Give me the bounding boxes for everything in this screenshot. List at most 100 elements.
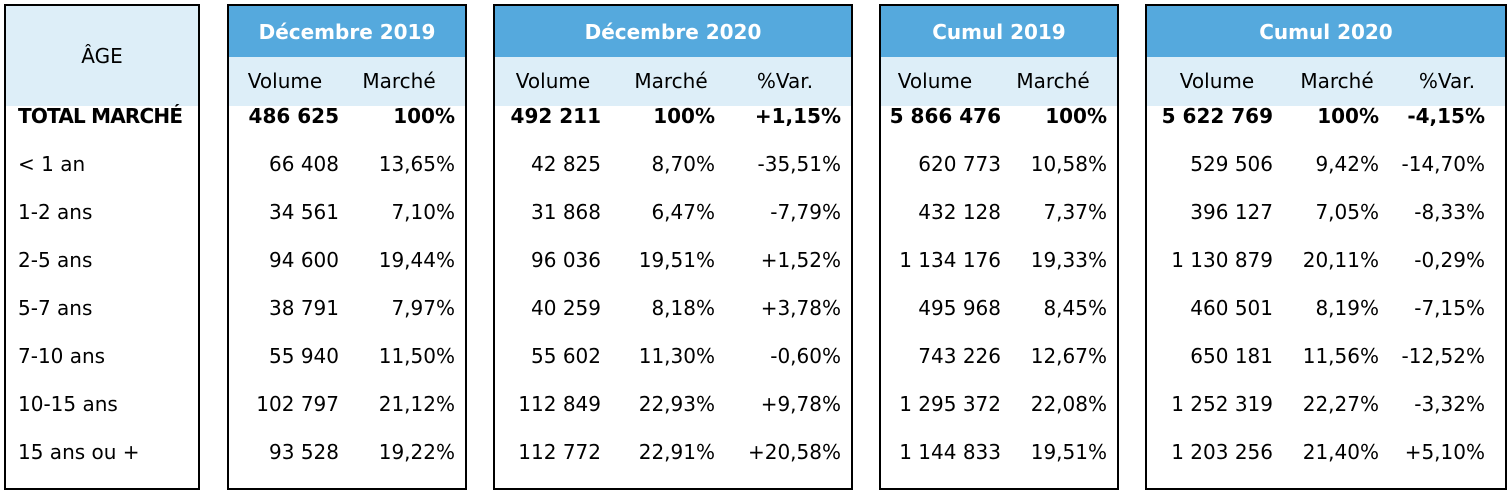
row-label: 10-15 ans [18,392,118,416]
column-header-volume: Volume [897,69,973,93]
column-header-marche: Marché [362,69,436,93]
cell-volume: 432 128 [918,200,1001,224]
panel-cumul-2020: Cumul 2020 Volume 5 622 769 529 506 396 127… [1145,4,1507,490]
row-label: < 1 an [18,152,86,176]
cell-var: -0,29% [1414,248,1485,272]
cell-volume: 1 144 833 [899,440,1001,464]
cell-marche: 100% [393,104,455,128]
row-label: 7-10 ans [18,344,106,368]
cell-marche: 19,51% [638,248,715,272]
column-header-volume: Volume [1179,69,1255,93]
cell-var: -12,52% [1401,344,1485,368]
cell-volume: 5 622 769 [1161,104,1273,128]
cell-marche: 20,11% [1302,248,1379,272]
cell-volume: 55 602 [531,344,601,368]
cell-volume: 650 181 [1190,344,1273,368]
cell-volume: 1 295 372 [899,392,1001,416]
cell-volume: 5 866 476 [889,104,1001,128]
cell-volume: 93 528 [269,440,339,464]
cell-marche: 8,19% [1315,296,1379,320]
cell-volume: 42 825 [531,152,601,176]
cell-marche: 8,70% [651,152,715,176]
panel-cumul-2019: Cumul 2019 Volume 5 866 476 620 773 432 128… [879,4,1119,490]
cell-marche: 11,30% [638,344,715,368]
cell-marche: 22,08% [1030,392,1107,416]
cell-var: +5,10% [1404,440,1485,464]
cell-marche: 8,18% [651,296,715,320]
cell-volume: 66 408 [269,152,339,176]
cell-var: -8,33% [1414,200,1485,224]
subheader-row [881,57,1117,106]
cell-marche: 10,58% [1030,152,1107,176]
cell-volume: 31 868 [531,200,601,224]
row-label: TOTAL MARCHÉ [18,104,183,128]
cell-marche: 19,22% [378,440,455,464]
column-header-var: %Var. [1418,69,1476,93]
cell-volume: 38 791 [269,296,339,320]
cell-var: +9,78% [760,392,841,416]
cell-marche: 19,44% [378,248,455,272]
cell-var: -35,51% [757,152,841,176]
panel-decembre-2019: Décembre 2019 Volume 486 625 66 408 34 561 9… [227,4,467,490]
cell-var: +1,52% [760,248,841,272]
cell-marche: 7,10% [391,200,455,224]
cell-volume: 1 252 319 [1171,392,1273,416]
cell-var: -3,32% [1414,392,1485,416]
cell-marche: 9,42% [1315,152,1379,176]
age-column-panel: ÂGE TOTAL MARCHÉ < 1 an 1-2 ans 2-5 ans 5-7 … [4,4,200,490]
row-label: 5-7 ans [18,296,93,320]
cell-marche: 22,27% [1302,392,1379,416]
cell-volume: 112 849 [518,392,601,416]
cell-marche: 22,91% [638,440,715,464]
column-header-volume: Volume [247,69,323,93]
cell-volume: 620 773 [918,152,1001,176]
cell-var: -7,15% [1414,296,1485,320]
cell-volume: 460 501 [1190,296,1273,320]
cell-marche: 8,45% [1043,296,1107,320]
cell-marche: 22,93% [638,392,715,416]
cell-volume: 1 130 879 [1171,248,1273,272]
panel-title: Décembre 2020 [495,6,851,57]
cell-marche: 100% [653,104,715,128]
cell-var: -7,79% [770,200,841,224]
cell-volume: 96 036 [531,248,601,272]
panel-title: Cumul 2019 [881,6,1117,57]
cell-marche: 12,67% [1030,344,1107,368]
subheader-row [1147,57,1505,106]
row-label: 2-5 ans [18,248,93,272]
column-header-volume: Volume [515,69,591,93]
panel-title: Cumul 2020 [1147,6,1505,57]
panel-title: Décembre 2019 [229,6,465,57]
cell-volume: 102 797 [256,392,339,416]
cell-marche: 100% [1045,104,1107,128]
cell-volume: 112 772 [518,440,601,464]
cell-var: +20,58% [747,440,841,464]
column-header-marche: Marché [1300,69,1374,93]
cell-marche: 19,51% [1030,440,1107,464]
cell-marche: 6,47% [651,200,715,224]
cell-marche: 7,97% [391,296,455,320]
cell-var: +3,78% [760,296,841,320]
cell-volume: 495 968 [918,296,1001,320]
row-label: 15 ans ou + [18,440,140,464]
cell-marche: 21,40% [1302,440,1379,464]
cell-volume: 743 226 [918,344,1001,368]
cell-marche: 11,50% [378,344,455,368]
cell-volume: 529 506 [1190,152,1273,176]
column-header-var: %Var. [756,69,814,93]
cell-volume: 492 211 [510,104,601,128]
cell-marche: 19,33% [1030,248,1107,272]
cell-volume: 34 561 [269,200,339,224]
cell-var: +1,15% [754,104,841,128]
cell-volume: 1 203 256 [1171,440,1273,464]
cell-marche: 7,05% [1315,200,1379,224]
cell-marche: 7,37% [1043,200,1107,224]
cell-volume: 40 259 [531,296,601,320]
cell-marche: 11,56% [1302,344,1379,368]
cell-var: -14,70% [1401,152,1485,176]
row-label: 1-2 ans [18,200,93,224]
cell-var: -0,60% [770,344,841,368]
panel-decembre-2020: Décembre 2020 Volume 492 211 42 825 31 868 9… [493,4,853,490]
cell-volume: 486 625 [248,104,339,128]
cell-volume: 1 134 176 [899,248,1001,272]
